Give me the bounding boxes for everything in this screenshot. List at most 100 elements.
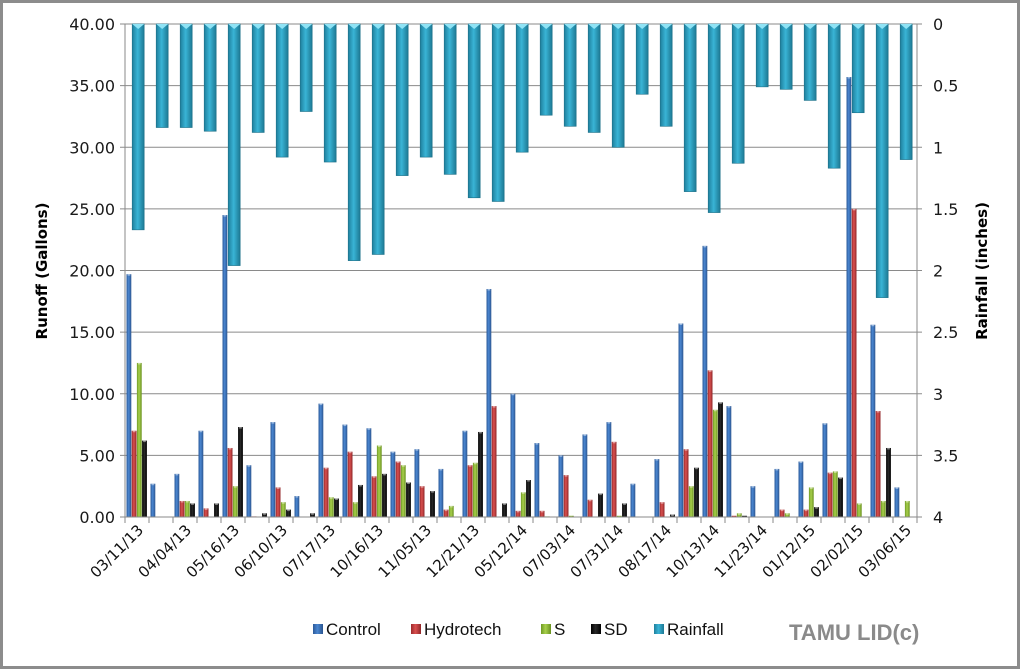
bar-hydrotech (515, 510, 521, 517)
bar-highlight (233, 486, 237, 488)
bar-highlight (623, 503, 626, 505)
bar-control (222, 215, 228, 517)
bar-highlight (367, 428, 371, 430)
bar-control (534, 443, 540, 517)
bar-highlight (905, 500, 909, 503)
bar-rainfall-cap (708, 24, 721, 29)
bar-sd (334, 498, 339, 517)
bar-highlight (396, 461, 400, 464)
bar-rainfall-cap (564, 24, 577, 29)
bar-rainfall-cap (588, 24, 601, 29)
bar-control (294, 496, 300, 517)
bar-hydrotech (419, 486, 425, 517)
watermark: TAMU LID(c) (789, 620, 919, 645)
bar-rainfall-cap (900, 24, 913, 29)
bar-s (808, 487, 814, 517)
bar-s (520, 492, 526, 517)
y-tick-label: 25.00 (69, 200, 115, 219)
bar-control (486, 288, 492, 517)
bar-sd (190, 503, 195, 517)
bar-highlight (479, 431, 482, 434)
bar-highlight (263, 513, 266, 515)
bar-control (270, 422, 276, 517)
bar-highlight (535, 443, 539, 445)
bar-highlight (468, 465, 472, 467)
bar-control (150, 483, 156, 517)
bar-rainfall-cap (540, 24, 553, 29)
bar-rainfall-cap (444, 24, 457, 29)
bar-highlight (689, 486, 693, 488)
bar-sd (598, 493, 603, 517)
legend-swatch (313, 624, 323, 634)
bar-hydrotech (851, 208, 857, 517)
bar-highlight (185, 500, 189, 503)
bar-rainfall-cap (300, 24, 313, 29)
bar-sd (742, 515, 747, 517)
bar-sd (406, 482, 411, 517)
bar-highlight (599, 493, 602, 496)
bar-hydrotech (227, 447, 233, 517)
bar-s (328, 497, 334, 517)
bar-control (870, 324, 876, 517)
bar-rainfall (731, 23, 745, 164)
bar-highlight (804, 509, 808, 512)
bar-control (654, 459, 660, 517)
bar-rainfall (803, 23, 817, 101)
bar-highlight (583, 434, 587, 436)
bar-rainfall (299, 23, 313, 112)
y-tick-label: 20.00 (69, 262, 115, 281)
bar-sd (286, 509, 291, 517)
bar-highlight (487, 288, 491, 291)
bar-s (856, 503, 862, 517)
bar-highlight (564, 475, 568, 477)
bar-rainfall (611, 23, 625, 148)
bar-control (630, 483, 636, 517)
bar-control (198, 430, 204, 517)
bar-hydrotech (827, 472, 833, 517)
bar-hydrotech (467, 465, 473, 517)
bar-rainfall-cap (252, 24, 265, 29)
bar-rainfall-cap (660, 24, 673, 29)
bar-rainfall (515, 23, 529, 153)
bar-highlight (521, 492, 525, 494)
bar-sd (262, 513, 267, 517)
bar-control (414, 449, 420, 517)
bar-highlight (799, 461, 803, 464)
y2-tick-label: 3 (933, 385, 943, 404)
bar-highlight (588, 499, 592, 502)
bar-highlight (751, 486, 755, 488)
y-tick-label: 30.00 (69, 138, 115, 157)
bar-control (510, 393, 516, 517)
bar-rainfall (779, 23, 793, 90)
bar-highlight (127, 274, 131, 276)
bar-control (246, 465, 252, 517)
bar-rainfall-cap (876, 24, 889, 29)
bar-highlight (401, 465, 405, 467)
bar-rainfall (827, 23, 841, 169)
bar-rainfall-cap (420, 24, 433, 29)
bar-highlight (191, 503, 194, 505)
legend-item-hydrotech: Hydrotech (411, 620, 501, 639)
bar-sd (142, 440, 147, 517)
legend-label: Control (326, 620, 381, 639)
bar-sd (814, 507, 819, 517)
bar-rainfall-cap (324, 24, 337, 29)
bar-highlight (559, 455, 563, 457)
bar-highlight (199, 430, 203, 433)
bar-hydrotech (611, 441, 617, 517)
bar-s (568, 515, 574, 517)
bar-rainfall-cap (636, 24, 649, 29)
bar-sd (622, 503, 627, 517)
bar-highlight (703, 245, 707, 248)
y-tick-label: 35.00 (69, 77, 115, 96)
bar-hydrotech (659, 502, 665, 517)
legend-item-control: Control (313, 620, 381, 639)
bar-highlight (383, 473, 386, 476)
bar-highlight (204, 508, 208, 510)
y-axis-title: Runoff (Gallons) (33, 203, 51, 340)
bar-highlight (857, 503, 861, 505)
legend-swatch (591, 624, 601, 634)
legend-item-rainfall: Rainfall (654, 620, 724, 639)
bar-highlight (492, 406, 496, 408)
bar-highlight (876, 411, 880, 413)
